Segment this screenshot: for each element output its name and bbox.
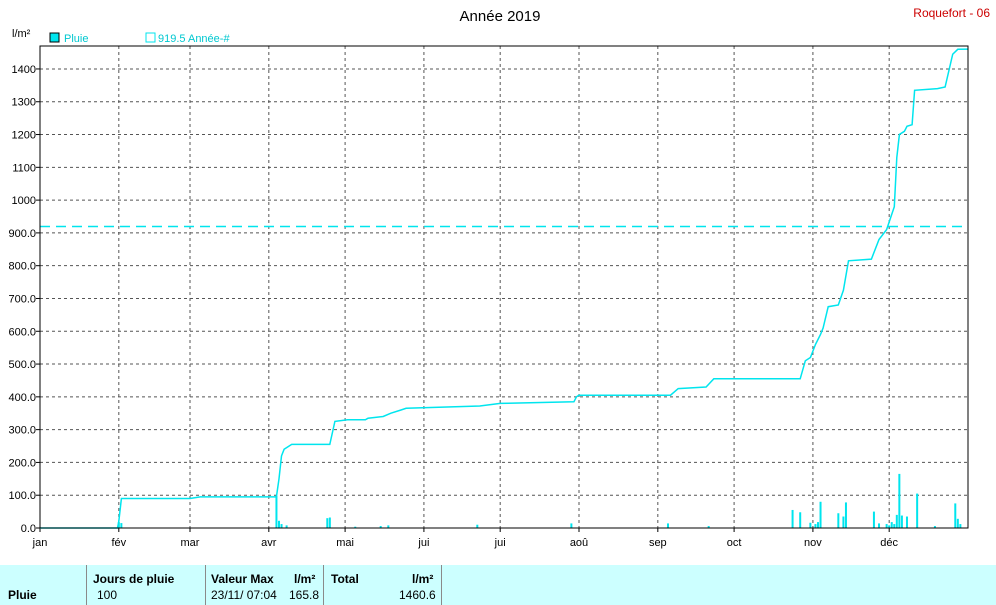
daily-rain-bar (878, 523, 881, 528)
daily-rain-bar (819, 501, 822, 528)
x-tick-label: nov (804, 537, 822, 549)
daily-rain-bar (666, 523, 669, 528)
y-tick-label: 1000 (12, 195, 36, 207)
daily-rain-bar (814, 524, 817, 528)
x-tick-label: jui (417, 537, 429, 549)
daily-rain-bar (326, 518, 329, 528)
daily-rain-bar (285, 525, 288, 528)
daily-rain-bar (837, 513, 840, 528)
legend-pluie-marker (49, 32, 60, 43)
x-tick-label: aoû (570, 537, 588, 549)
daily-rain-bar (476, 524, 479, 528)
x-tick-label: avr (261, 537, 277, 549)
daily-rain-bar (916, 493, 919, 528)
y-tick-label: 400.0 (8, 392, 36, 404)
daily-rain-bar (799, 512, 802, 528)
x-tick-label: fév (111, 537, 126, 549)
summary-panel: Pluie Jours de pluie 100 Valeur Max l/m²… (0, 565, 996, 605)
x-axis-ticks: jan fév mar avr mai jui jui aoû sep oct nov déc (32, 528, 899, 549)
legend-reference-marker (145, 32, 156, 43)
summary-divider (441, 565, 442, 605)
y-axis-ticks: 0.0 100.0 200.0 300.0 400.0 500.0 600.0 700.0 80… (8, 64, 40, 535)
cumulative-rain-line (40, 48, 969, 529)
x-tick-label: jui (494, 537, 506, 549)
daily-rain-bar (277, 520, 280, 528)
y-tick-label: 0.0 (21, 523, 36, 535)
daily-rain-bar (842, 516, 845, 528)
daily-rain-bar (120, 523, 123, 528)
daily-rain-bar (933, 526, 936, 528)
daily-rain-bar (959, 524, 962, 528)
station-label: Roquefort - 06 (913, 6, 990, 20)
daily-rain-bar (570, 523, 573, 528)
daily-rain-bar (900, 515, 903, 528)
daily-rain-bar (844, 502, 847, 528)
legend-pluie-label: Pluie (64, 33, 88, 45)
y-tick-label: 1100 (12, 162, 36, 174)
y-tick-label: 1200 (12, 130, 36, 142)
y-tick-label: 900.0 (8, 228, 36, 240)
x-tick-label: mai (336, 537, 354, 549)
total-label: Total (331, 572, 359, 586)
total-value: 1460.6 (399, 588, 436, 602)
daily-rain-bar (872, 511, 875, 528)
y-tick-label: 500.0 (8, 359, 36, 371)
daily-rain-bar (328, 517, 331, 528)
x-tick-label: oct (727, 537, 742, 549)
grid-lines (40, 46, 968, 528)
daily-rain-bar (809, 522, 812, 528)
daily-rain-bar (816, 522, 819, 528)
valeur-max-date: 23/11/ 07:04 (211, 588, 277, 602)
jours-de-pluie-value: 100 (97, 588, 118, 602)
daily-rain-bar (893, 524, 896, 528)
plot-frame (39, 45, 969, 529)
daily-rain-bar (885, 524, 888, 528)
chart-title: Année 2019 (460, 8, 541, 25)
daily-rain-bar (275, 495, 278, 528)
y-tick-label: 300.0 (8, 425, 36, 437)
daily-rain-bar (280, 524, 283, 528)
y-tick-label: 700.0 (8, 293, 36, 305)
daily-rain-bar (890, 522, 893, 528)
daily-rain-bar (895, 514, 898, 528)
daily-rain-bar (954, 503, 957, 528)
daily-rain-bar (707, 526, 710, 528)
daily-rain-bar (791, 509, 794, 528)
daily-rain-bar (956, 518, 959, 528)
y-tick-label: 800.0 (8, 261, 36, 273)
daily-rain-bar (898, 473, 901, 528)
daily-rain-bars (117, 473, 962, 528)
summary-row-label: Pluie (8, 588, 37, 602)
daily-rain-bar (905, 516, 908, 528)
daily-rain-bar (379, 526, 382, 528)
summary-divider (86, 565, 87, 605)
rain-chart: Année 2019 Roquefort - 06 l/m² Pluie 919… (8, 6, 990, 549)
cumulative-line-group (40, 48, 969, 529)
daily-rain-bar (387, 525, 390, 528)
summary-divider (205, 565, 206, 605)
total-unit: l/m² (412, 572, 434, 586)
valeur-max-value: 165.8 (289, 588, 320, 602)
y-axis-unit: l/m² (12, 28, 31, 40)
summary-divider (323, 565, 324, 605)
x-tick-label: sep (649, 537, 667, 549)
daily-rain-bar (888, 525, 891, 528)
legend-reference-label: 919.5 Année-# (158, 33, 230, 45)
x-tick-label: déc (880, 537, 898, 549)
jours-de-pluie-label: Jours de pluie (93, 572, 175, 586)
x-tick-label: jan (32, 537, 48, 549)
y-tick-label: 1300 (12, 97, 36, 109)
y-tick-label: 100.0 (8, 490, 36, 502)
daily-rain-bar (354, 526, 357, 528)
y-tick-label: 600.0 (8, 326, 36, 338)
valeur-max-label: Valeur Max (211, 572, 274, 586)
valeur-max-unit: l/m² (294, 572, 316, 586)
x-tick-label: mar (181, 537, 200, 549)
y-tick-label: 200.0 (8, 457, 36, 469)
y-tick-label: 1400 (12, 64, 36, 76)
